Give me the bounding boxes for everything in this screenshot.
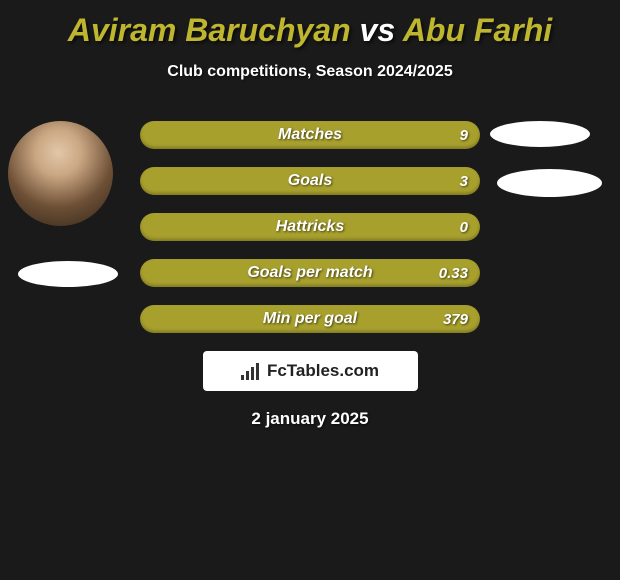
- stat-value: 0: [460, 219, 468, 236]
- subtitle: Club competitions, Season 2024/2025: [0, 63, 620, 81]
- title-vs: vs: [360, 12, 403, 48]
- stat-bar-matches: Matches 9: [140, 121, 480, 149]
- brand-link[interactable]: FcTables.com: [203, 351, 418, 391]
- stat-bar-goals-per-match: Goals per match 0.33: [140, 259, 480, 287]
- stat-value: 379: [443, 311, 468, 328]
- page-title: Aviram Baruchyan vs Abu Farhi: [0, 0, 620, 49]
- title-part-a: Aviram Baruchyan: [68, 12, 351, 48]
- stat-label: Min per goal: [263, 310, 357, 328]
- player-b-placeholder-icon-2: [497, 169, 602, 197]
- bar-chart-icon: [241, 362, 263, 380]
- stat-value: 0.33: [439, 265, 468, 282]
- stat-value: 3: [460, 173, 468, 190]
- stat-bars: Matches 9 Goals 3 Hattricks 0 Goals per …: [140, 121, 480, 333]
- stat-bar-min-per-goal: Min per goal 379: [140, 305, 480, 333]
- stat-label: Hattricks: [276, 218, 344, 236]
- stat-label: Goals: [288, 172, 332, 190]
- title-part-b: Abu Farhi: [403, 12, 552, 48]
- stat-label: Goals per match: [247, 264, 372, 282]
- player-b-placeholder-icon-1: [490, 121, 590, 147]
- stat-bar-goals: Goals 3: [140, 167, 480, 195]
- stat-bar-hattricks: Hattricks 0: [140, 213, 480, 241]
- comparison-panel: Matches 9 Goals 3 Hattricks 0 Goals per …: [0, 121, 620, 333]
- stat-value: 9: [460, 127, 468, 144]
- brand-text: FcTables.com: [267, 361, 379, 381]
- player-a-placeholder-icon: [18, 261, 118, 287]
- player-a-avatar: [8, 121, 113, 226]
- stat-label: Matches: [278, 126, 342, 144]
- date-text: 2 january 2025: [0, 409, 620, 429]
